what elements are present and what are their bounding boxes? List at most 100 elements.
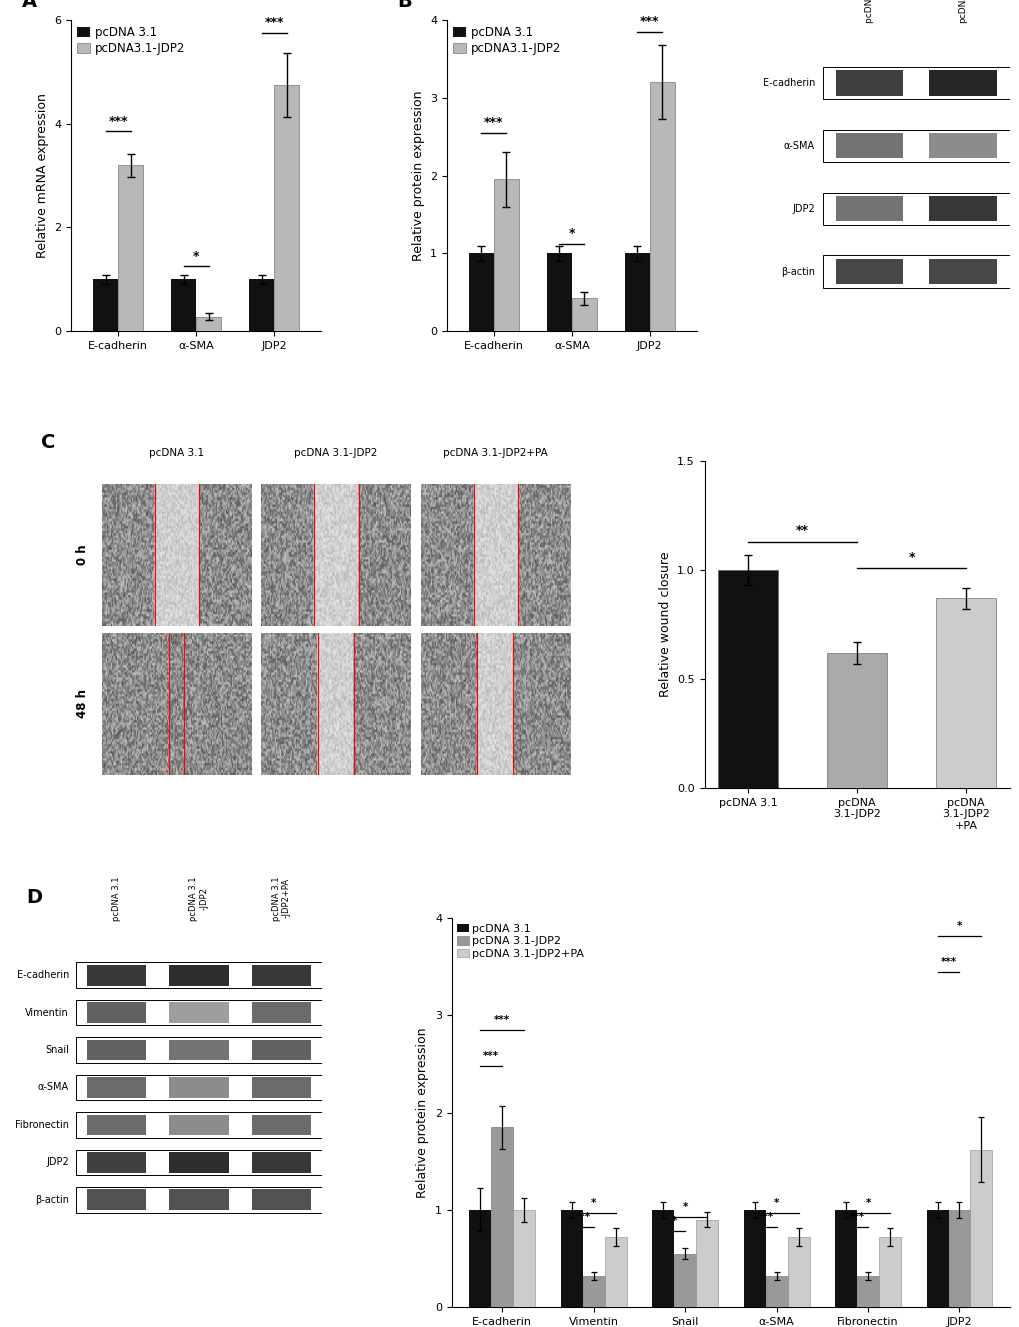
Text: *: * [773,1198,779,1208]
Bar [196,317,221,332]
Bar [169,1152,228,1173]
Legend: pcDNA 3.1, pcDNA 3.1-JDP2, pcDNA 3.1-JDP2+PA: pcDNA 3.1, pcDNA 3.1-JDP2, pcDNA 3.1-JDP… [457,924,584,959]
Bar [856,1277,878,1307]
Text: pcDNA 3.1
-JDP2+PA: pcDNA 3.1 -JDP2+PA [271,876,290,921]
Bar [252,1078,311,1097]
Text: *: * [671,1217,677,1226]
Bar [969,1149,991,1307]
Bar [695,1220,717,1307]
Text: *: * [864,1198,870,1208]
Bar [835,70,902,96]
Bar [835,259,902,284]
Bar [604,1237,626,1307]
Bar [513,1210,535,1307]
Bar [469,253,493,332]
Bar [546,253,572,332]
Bar [928,196,996,222]
Text: pcDNA 3.1
-JDP2: pcDNA 3.1 -JDP2 [190,876,209,921]
Y-axis label: Relative mRNA expression: Relative mRNA expression [36,93,49,257]
Text: JDP2: JDP2 [46,1157,69,1168]
Bar [928,70,996,96]
Bar [674,1254,695,1307]
Text: ***: *** [264,16,283,29]
Bar [169,1040,228,1060]
Bar [835,196,902,222]
Text: *: * [682,1202,687,1212]
Text: D: D [26,888,43,906]
Y-axis label: Relative wound closure: Relative wound closure [658,552,671,698]
Text: ***: *** [848,1213,864,1222]
Bar [87,1189,146,1210]
Bar [469,1210,491,1307]
Bar [87,1115,146,1135]
Bar [493,179,519,332]
Text: *: * [568,227,575,240]
Bar [717,571,777,788]
Bar [835,1210,856,1307]
Bar [169,1078,228,1097]
Text: ***: *** [940,957,956,966]
Bar [274,85,299,332]
Bar [75,999,322,1026]
Text: ***: *** [493,1015,510,1024]
Y-axis label: Relative protein expression: Relative protein expression [411,90,424,261]
Text: ***: *** [574,1213,590,1222]
Bar [75,1038,322,1063]
Bar [928,259,996,284]
Bar [93,279,118,332]
Text: Vimentin: Vimentin [25,1007,69,1018]
Bar [252,1002,311,1023]
Bar [821,130,1009,162]
Text: *: * [956,921,961,930]
Bar [87,1040,146,1060]
Text: JDP2: JDP2 [792,203,814,214]
Bar [491,1127,513,1307]
Legend: pcDNA 3.1, pcDNA3.1-JDP2: pcDNA 3.1, pcDNA3.1-JDP2 [452,25,560,54]
Text: *: * [590,1198,596,1208]
Bar [935,598,995,788]
Bar [582,1277,604,1307]
Bar [821,66,1009,100]
Bar [821,255,1009,288]
Text: ***: *** [640,15,659,28]
Bar [252,965,311,986]
Bar [835,133,902,158]
Text: E-cadherin: E-cadherin [762,78,814,88]
Bar [87,965,146,986]
Bar [765,1277,787,1307]
Bar [249,279,274,332]
Text: 48 h: 48 h [76,689,90,718]
Legend: pcDNA 3.1, pcDNA3.1-JDP2: pcDNA 3.1, pcDNA3.1-JDP2 [77,25,185,54]
Bar [169,1002,228,1023]
Text: β-actin: β-actin [35,1194,69,1205]
Text: pcDNA 3.1: pcDNA 3.1 [864,0,873,23]
Text: Snail: Snail [45,1046,69,1055]
Bar [928,133,996,158]
Bar [87,1002,146,1023]
Text: ***: *** [484,115,503,129]
Bar [75,1186,322,1213]
Text: ***: *** [757,1213,772,1222]
Bar [169,1189,228,1210]
Text: B: B [396,0,412,12]
Bar [787,1237,809,1307]
Text: β-actin: β-actin [781,267,814,276]
Bar [878,1237,900,1307]
Bar [252,1115,311,1135]
Bar [118,165,143,332]
Text: pcDNA 3.1-JDP2: pcDNA 3.1-JDP2 [293,449,377,458]
Bar [252,1152,311,1173]
Text: 0 h: 0 h [76,545,90,565]
Bar [252,1040,311,1060]
Text: α-SMA: α-SMA [38,1083,69,1092]
Bar [171,279,196,332]
Text: pcDNA 3.1: pcDNA 3.1 [112,876,121,921]
Bar [821,192,1009,224]
Bar [625,253,649,332]
Text: A: A [21,0,37,12]
Bar [87,1152,146,1173]
Bar [560,1210,582,1307]
Bar [75,1149,322,1176]
Bar [649,82,675,332]
Bar [743,1210,765,1307]
